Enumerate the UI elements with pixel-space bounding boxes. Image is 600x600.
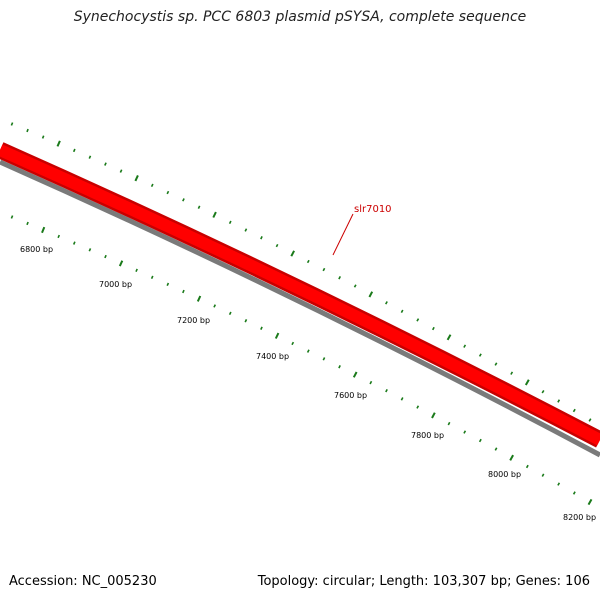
- outer-major-tick: [368, 291, 374, 298]
- scale-label-7000: 7000 bp: [99, 280, 132, 289]
- outer-minor-tick: [182, 198, 185, 202]
- outer-minor-tick: [400, 309, 404, 313]
- scale-label-7800: 7800 bp: [411, 431, 444, 440]
- outer-minor-tick: [72, 148, 76, 153]
- outer-minor-tick: [385, 301, 388, 305]
- outer-minor-tick: [166, 190, 170, 195]
- outer-major-tick: [56, 140, 61, 147]
- outer-major-tick: [134, 174, 139, 182]
- inner-major-tick: [41, 226, 46, 234]
- scale-label-8200: 8200 bp: [563, 513, 596, 522]
- inner-minor-tick: [322, 357, 326, 361]
- inner-minor-tick: [104, 254, 107, 259]
- inner-minor-tick: [10, 215, 14, 219]
- inner-minor-tick: [400, 397, 404, 401]
- outer-minor-tick: [10, 122, 14, 126]
- outer-minor-tick: [197, 205, 201, 209]
- inner-major-tick: [274, 332, 280, 339]
- outer-minor-tick: [260, 236, 263, 240]
- inner-minor-tick: [306, 349, 310, 353]
- map-title: Synechocystis sp. PCC 6803 plasmid pSYSA…: [73, 9, 527, 25]
- inner-minor-tick: [416, 405, 420, 409]
- inner-minor-tick: [369, 380, 373, 385]
- outer-minor-tick: [228, 220, 232, 225]
- outer-minor-tick: [510, 371, 514, 375]
- inner-major-tick: [352, 371, 358, 378]
- inner-minor-tick: [244, 319, 248, 323]
- outer-minor-tick: [275, 243, 279, 248]
- outer-major-tick: [290, 250, 295, 257]
- outer-minor-tick: [322, 267, 326, 272]
- scale-label-7600: 7600 bp: [334, 391, 367, 400]
- outer-minor-tick: [41, 135, 45, 139]
- outer-minor-tick: [588, 418, 592, 422]
- outer-minor-tick: [572, 408, 576, 413]
- inner-minor-tick: [494, 447, 498, 451]
- inner-minor-tick: [541, 473, 545, 477]
- map-summary: Topology: circular; Length: 103,307 bp; …: [257, 574, 590, 589]
- outer-minor-tick: [463, 344, 467, 348]
- outer-minor-tick: [416, 318, 420, 322]
- inner-minor-tick: [291, 341, 295, 346]
- inner-minor-tick: [228, 311, 232, 316]
- inner-minor-tick: [572, 491, 576, 495]
- outer-minor-tick: [557, 399, 561, 403]
- inner-minor-tick: [463, 430, 467, 434]
- inner-minor-tick: [26, 221, 29, 226]
- inner-major-tick: [196, 295, 202, 302]
- outer-minor-tick: [88, 155, 92, 159]
- inner-minor-tick: [88, 248, 92, 252]
- inner-minor-tick: [166, 282, 170, 287]
- outer-minor-tick: [431, 326, 435, 331]
- inner-minor-tick: [338, 365, 341, 369]
- inner-major-tick: [431, 412, 436, 419]
- outer-minor-tick: [150, 183, 154, 188]
- outer-minor-tick: [119, 169, 123, 173]
- outer-minor-tick: [494, 362, 498, 366]
- outer-minor-tick: [26, 128, 29, 133]
- inner-minor-tick: [72, 241, 76, 245]
- gene-label[interactable]: slr7010: [354, 204, 392, 215]
- gene-label-leader: [332, 213, 354, 256]
- outer-tick-track: [10, 122, 592, 422]
- inner-major-tick: [118, 260, 124, 267]
- outer-major-tick: [446, 334, 452, 341]
- scale-label-8000: 8000 bp: [488, 470, 521, 479]
- outer-minor-tick: [104, 162, 107, 166]
- accession-label: Accession: NC_005230: [9, 574, 157, 589]
- inner-minor-tick: [135, 268, 138, 273]
- inner-minor-tick: [525, 464, 529, 469]
- inner-minor-tick: [447, 421, 451, 426]
- inner-minor-tick: [557, 482, 561, 486]
- outer-minor-tick: [306, 259, 310, 264]
- outer-major-tick: [212, 211, 217, 218]
- gene-band-slr7010[interactable]: [0, 144, 600, 446]
- scale-label-7400: 7400 bp: [256, 352, 289, 361]
- outer-minor-tick: [244, 228, 248, 232]
- inner-minor-tick: [57, 234, 61, 239]
- inner-minor-tick: [213, 304, 217, 308]
- inner-tick-track: [10, 215, 593, 506]
- scale-label-6800: 6800 bp: [20, 245, 53, 254]
- outer-minor-tick: [353, 284, 357, 288]
- inner-minor-tick: [182, 289, 185, 294]
- inner-minor-tick: [385, 389, 388, 393]
- inner-minor-tick: [150, 275, 154, 280]
- scale-label-7200: 7200 bp: [177, 316, 210, 325]
- inner-major-tick: [587, 498, 593, 506]
- outer-minor-tick: [478, 353, 482, 357]
- inner-major-tick: [509, 454, 514, 461]
- scale-labels: 6800 bp 7000 bp 7200 bp 7400 bp 7600 bp …: [20, 245, 596, 522]
- outer-minor-tick: [541, 389, 545, 394]
- sequence-backbone: [0, 159, 600, 458]
- inner-minor-tick: [478, 438, 482, 443]
- inner-minor-tick: [260, 326, 263, 330]
- outer-minor-tick: [338, 276, 342, 280]
- outer-major-tick: [524, 379, 530, 386]
